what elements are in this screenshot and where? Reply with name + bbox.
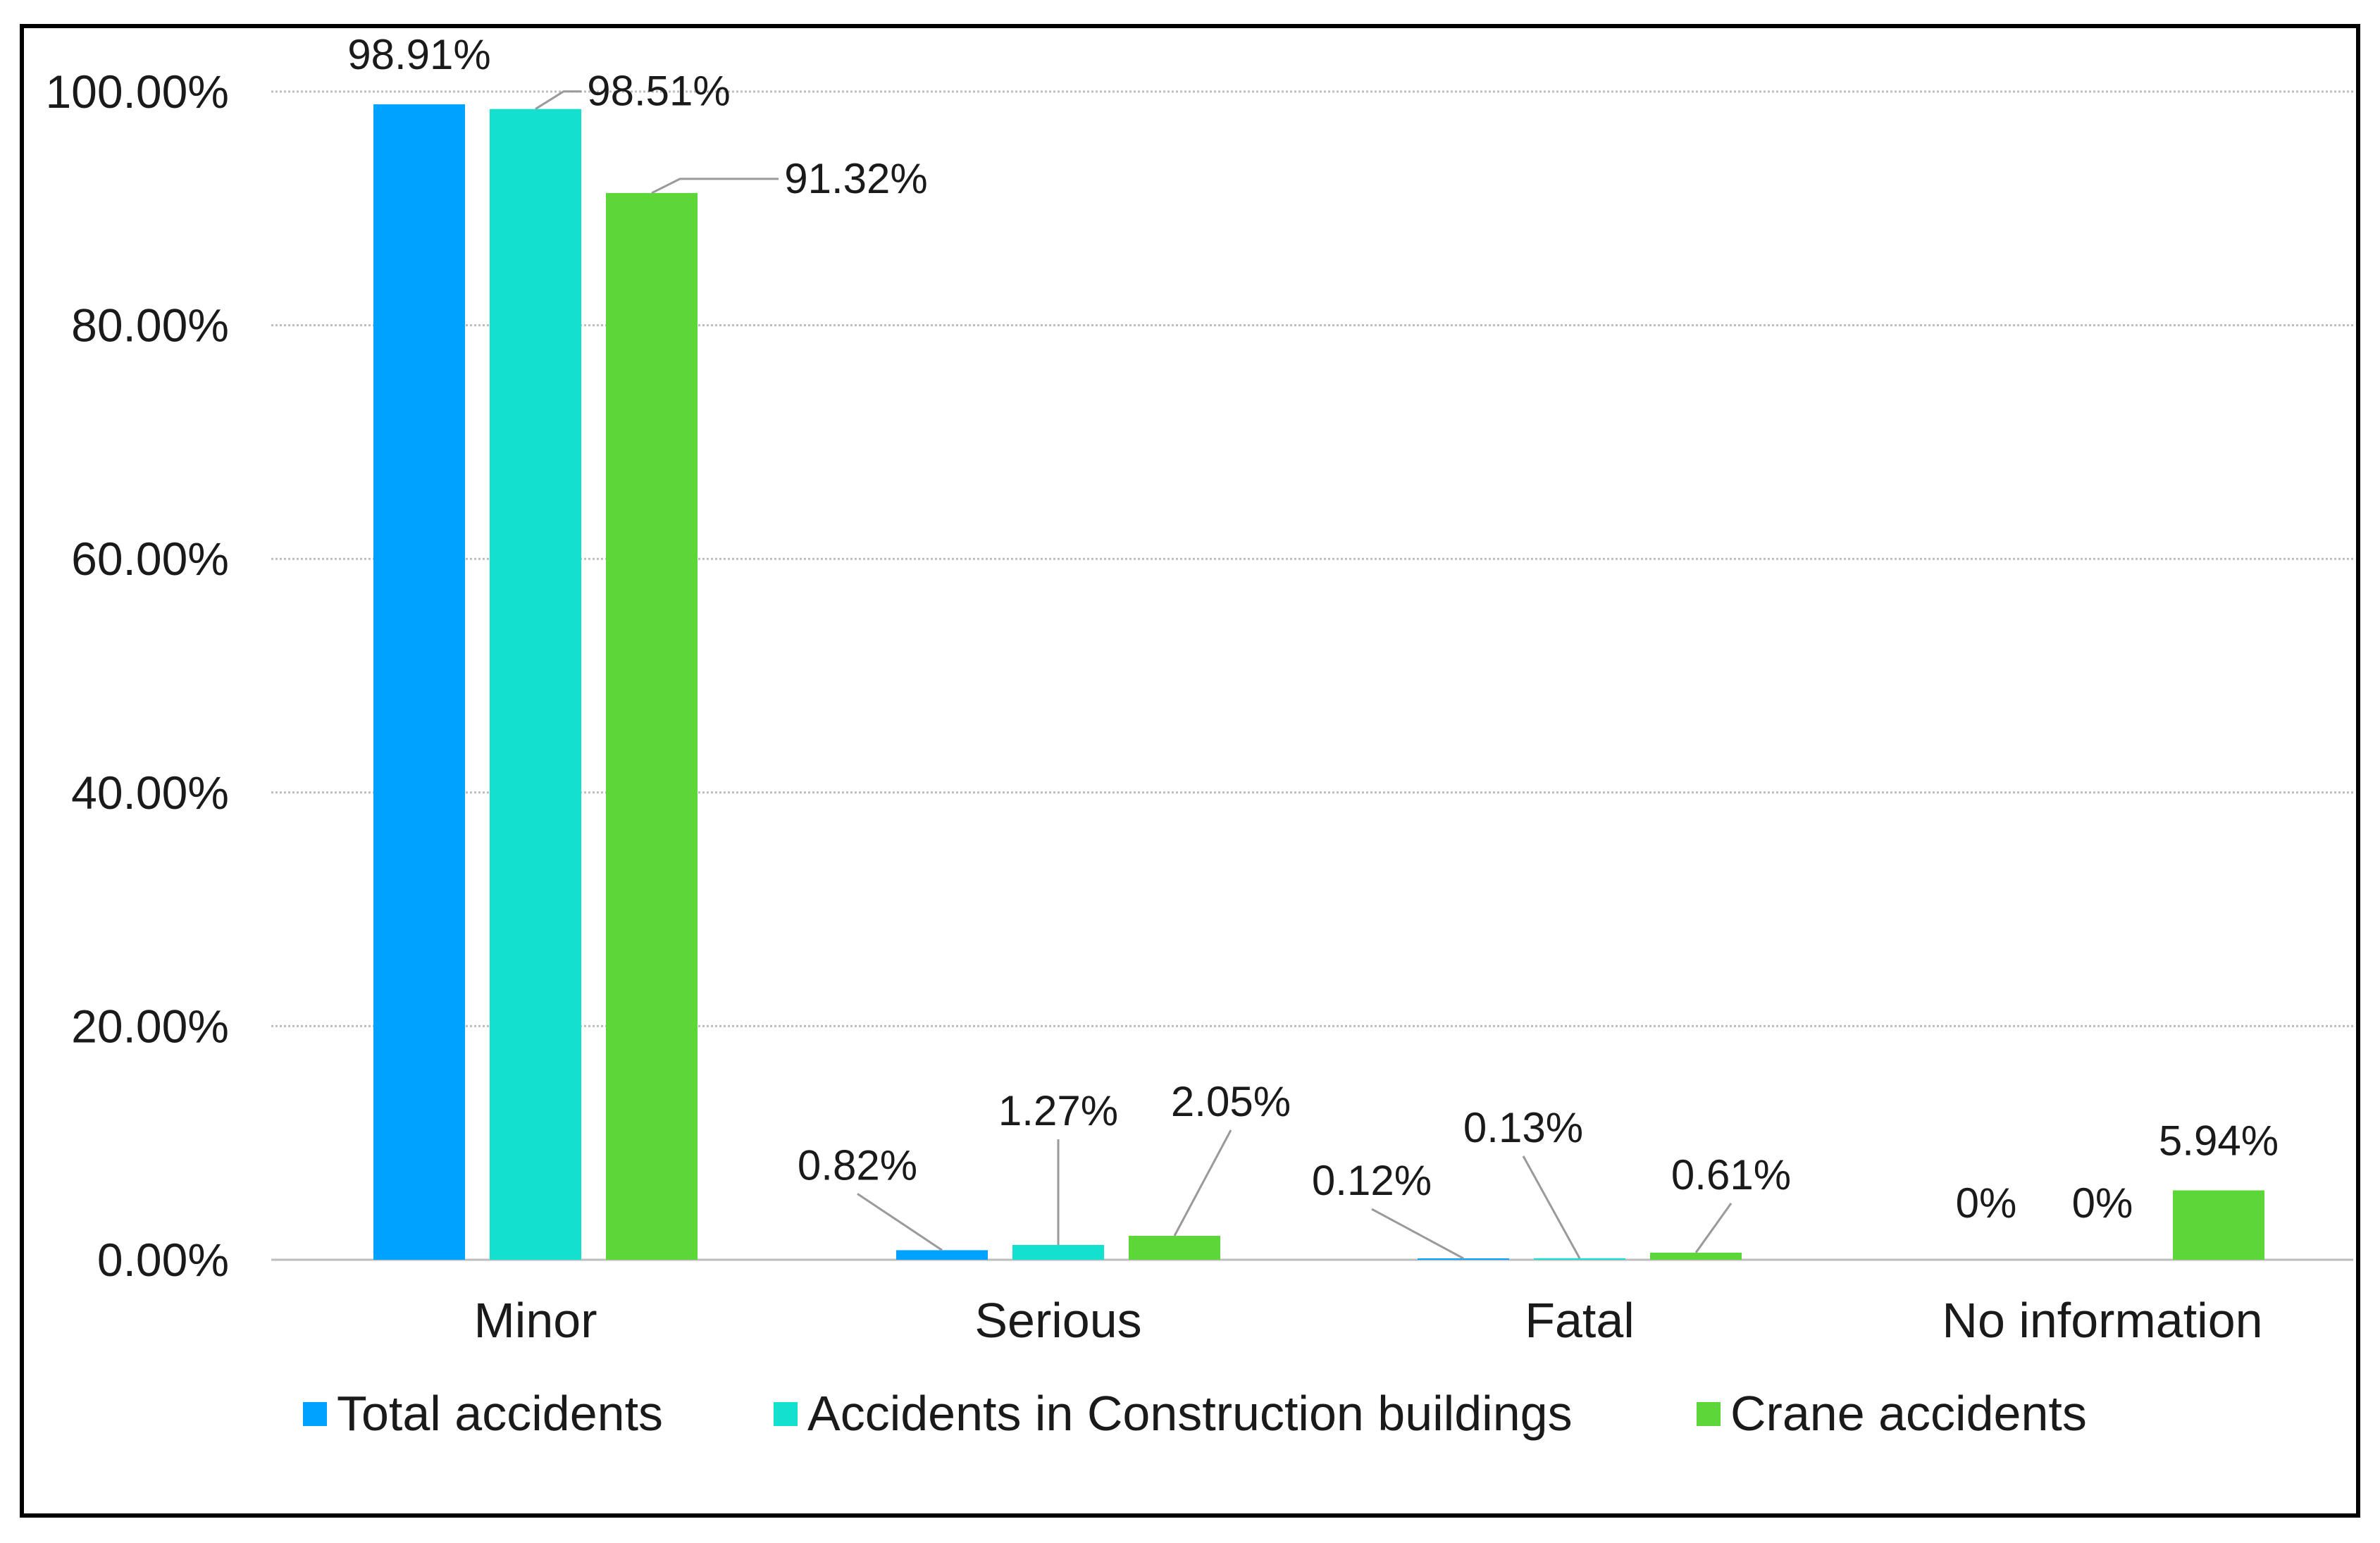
legend-item: Accidents in Construction buildings: [774, 1386, 1573, 1441]
data-label: 0.13%: [1463, 1104, 1583, 1151]
data-label: 98.91%: [347, 31, 491, 78]
legend-label: Crane accidents: [1730, 1386, 2087, 1441]
bar: [896, 1250, 988, 1260]
grid-layer: [271, 90, 2353, 1261]
data-label: 98.51%: [587, 68, 731, 115]
y-tick-label: 40.00%: [71, 767, 229, 819]
y-tick-label: 20.00%: [71, 1000, 229, 1052]
data-label: 0.12%: [1312, 1157, 1432, 1204]
x-category-label: Minor: [473, 1293, 597, 1348]
bars-layer: [373, 104, 2264, 1260]
y-tick-label: 60.00%: [71, 533, 229, 585]
data-label: 1.27%: [998, 1087, 1118, 1134]
data-label: 0%: [1956, 1179, 2017, 1227]
leader-line: [1522, 1155, 1581, 1259]
y-tick-label: 0.00%: [97, 1234, 229, 1286]
data-label: 0.82%: [798, 1141, 917, 1189]
bar: [1418, 1258, 1509, 1260]
data-label: 2.05%: [1171, 1078, 1291, 1125]
leader-line: [535, 90, 581, 110]
labels-layer: 0.00% 20.00% 40.00% 60.00% 80.00% 100.00% Mino…: [45, 31, 2279, 1348]
bar: [1012, 1244, 1104, 1260]
bar: [1650, 1252, 1742, 1260]
legend-swatch: [303, 1402, 327, 1426]
bar: [1534, 1258, 1625, 1260]
bar: [490, 109, 581, 1260]
legend-swatch: [774, 1402, 798, 1426]
legend-label: Accidents in Construction buildings: [807, 1386, 1573, 1441]
y-tick-label: 80.00%: [71, 299, 229, 352]
data-label: 0.61%: [1671, 1151, 1791, 1198]
leader-line: [651, 178, 779, 194]
legend-item: Crane accidents: [1697, 1386, 2087, 1441]
bar: [606, 192, 698, 1260]
y-tick-label: 100.00%: [45, 66, 229, 118]
legend: Total accidents Accidents in Construction…: [303, 1386, 2087, 1441]
legend-label: Total accidents: [337, 1386, 663, 1441]
x-category-label: Fatal: [1525, 1293, 1635, 1348]
bar: [1129, 1236, 1220, 1260]
x-category-label: Serious: [974, 1293, 1141, 1348]
leader-line: [857, 1193, 943, 1251]
x-category-label: No information: [1942, 1293, 2262, 1348]
data-label: 0%: [2072, 1179, 2133, 1227]
legend-item: Total accidents: [303, 1386, 663, 1441]
legend-swatch: [1697, 1402, 1721, 1426]
bar: [373, 104, 465, 1260]
data-label: 91.32%: [784, 155, 928, 202]
data-label: 5.94%: [2159, 1117, 2279, 1165]
leader-line: [1173, 1129, 1232, 1237]
bar: [2173, 1190, 2264, 1260]
leader-line: [1694, 1203, 1733, 1253]
leaders-layer: [535, 90, 1733, 1260]
leader-line: [1371, 1208, 1464, 1260]
